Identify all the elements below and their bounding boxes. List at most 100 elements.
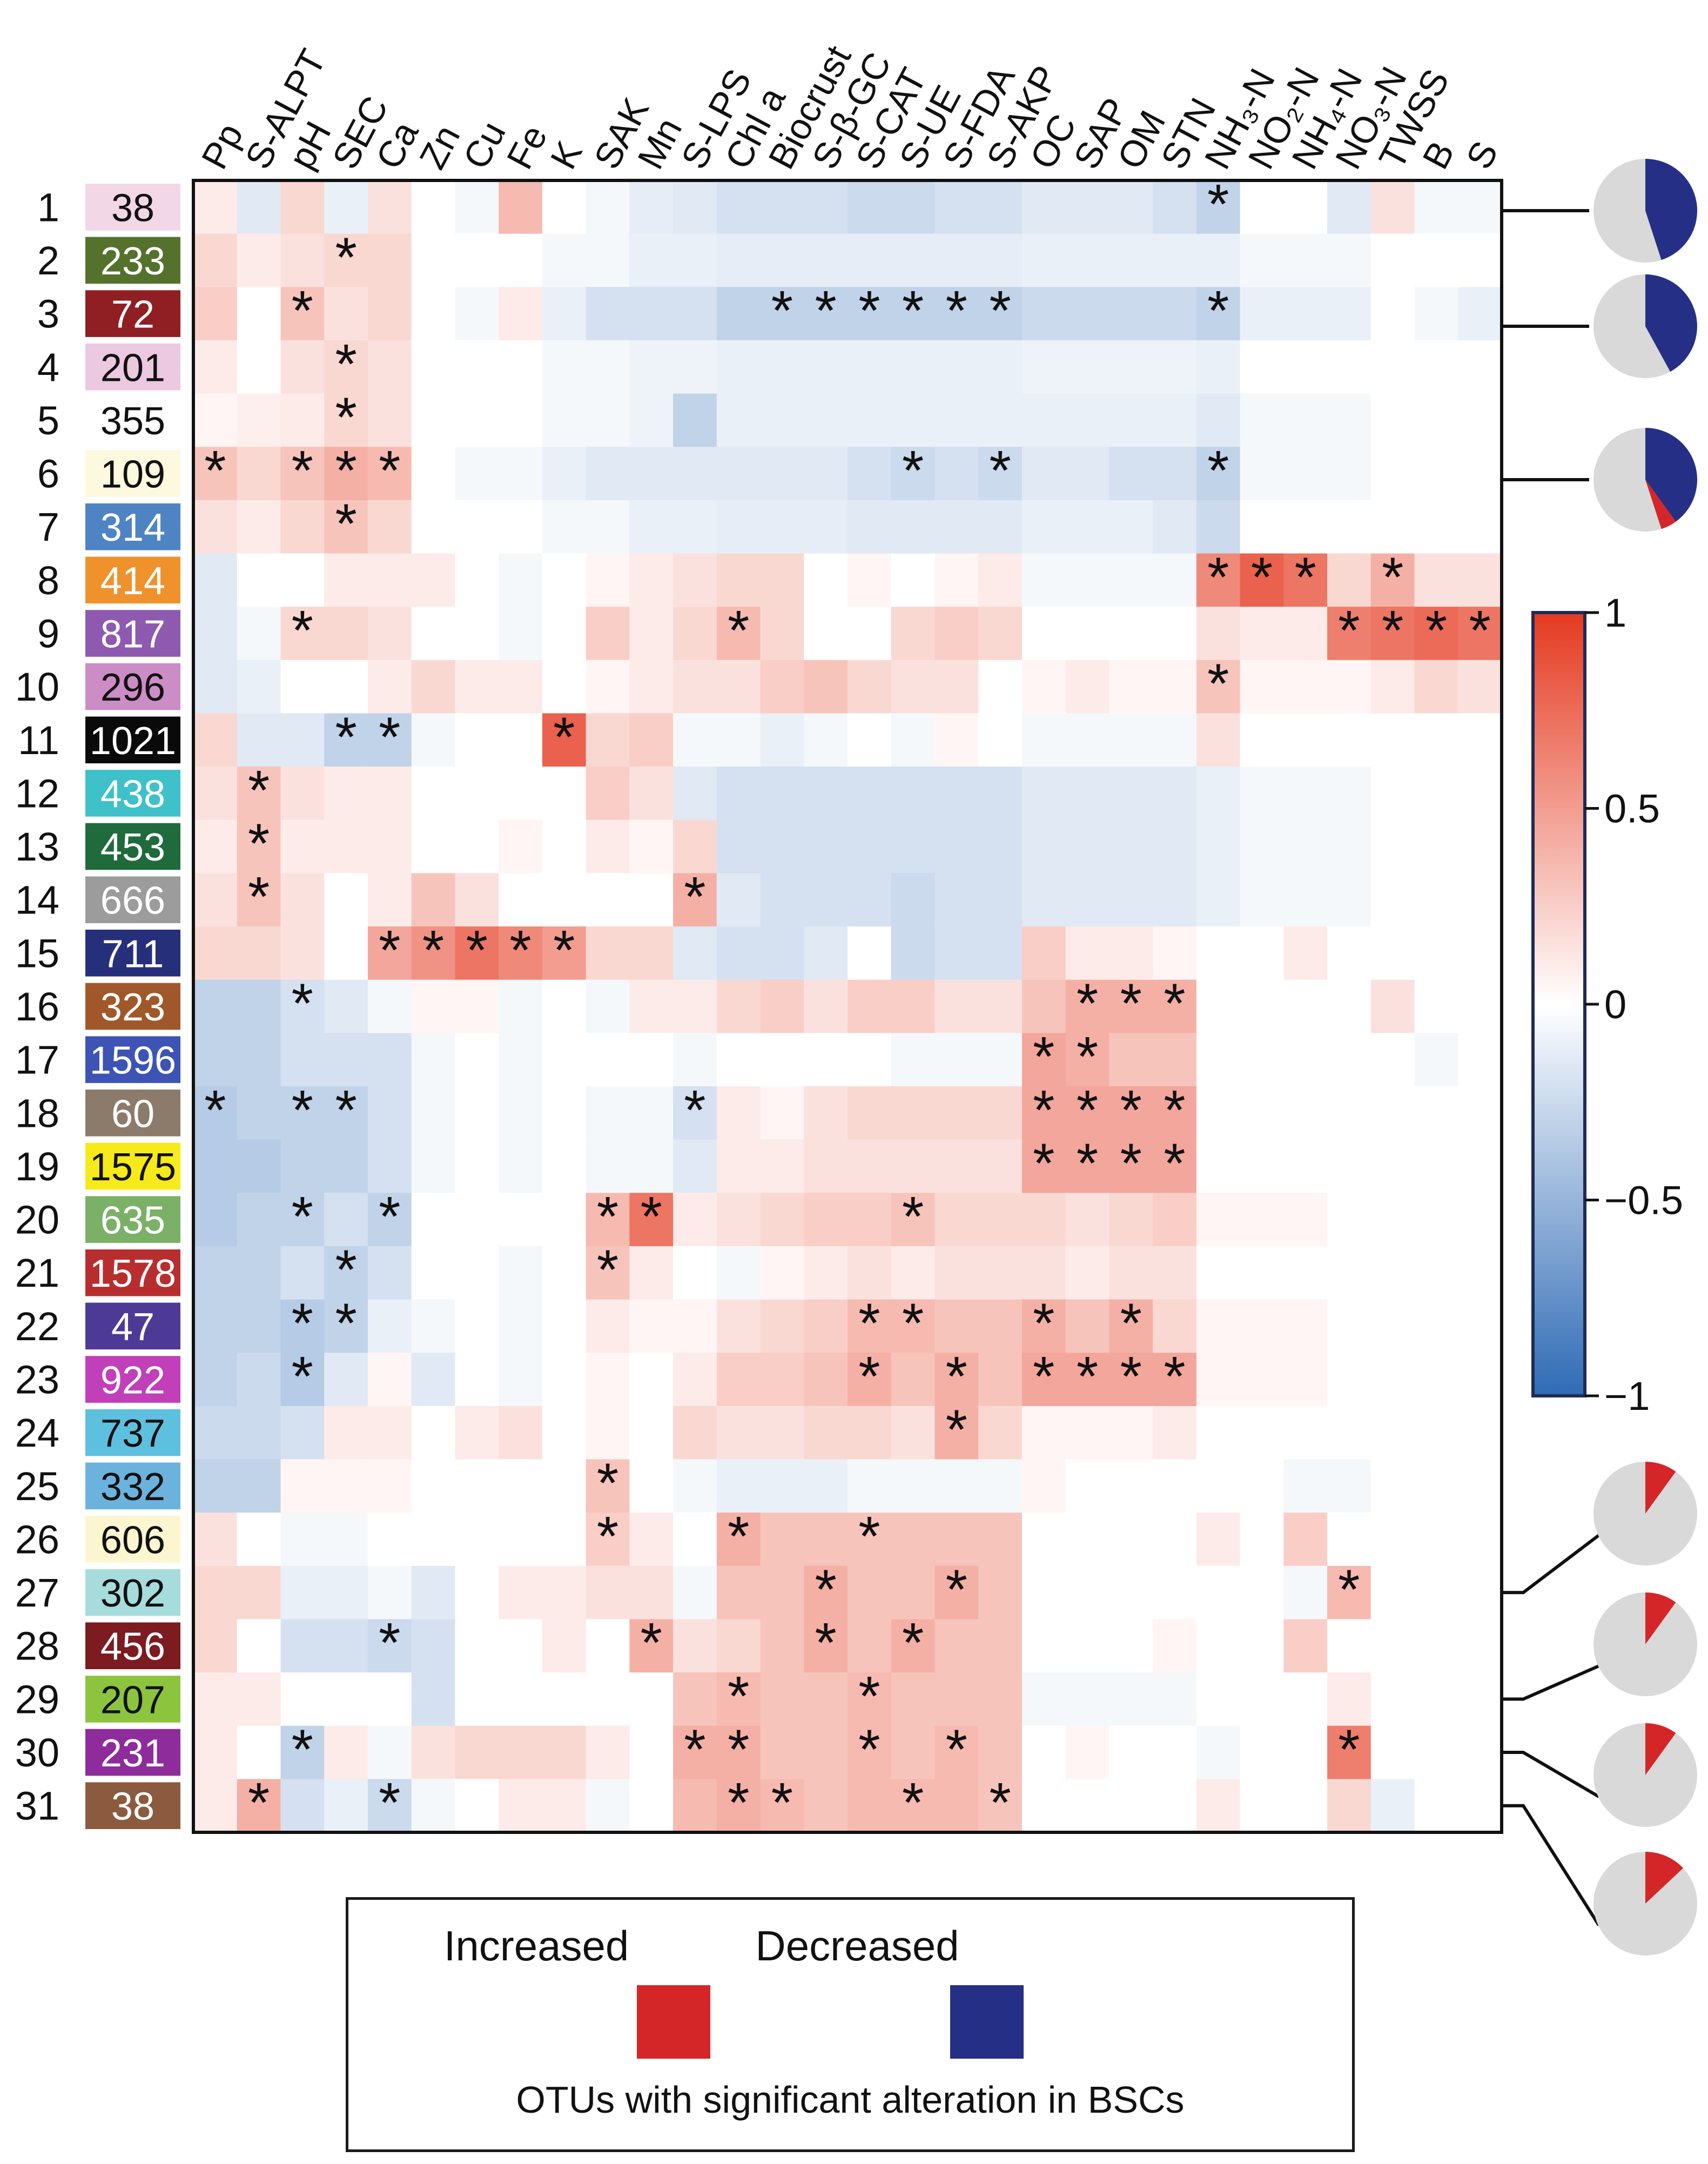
- heatmap-cell: [760, 233, 804, 287]
- heatmap-cell: [280, 767, 325, 821]
- heatmap-cell: [804, 500, 848, 554]
- significance-mark: *: [335, 386, 357, 449]
- heatmap-cell: [1109, 180, 1153, 234]
- heatmap-cell: [237, 1779, 281, 1833]
- heatmap-cell: [237, 979, 281, 1033]
- heatmap-cell: [1153, 926, 1197, 980]
- heatmap-cell: [1153, 1672, 1197, 1726]
- heatmap-cell: [934, 1619, 979, 1673]
- heatmap-cell: [1414, 393, 1458, 447]
- heatmap-cell: [848, 1246, 892, 1300]
- heatmap-cell: [1240, 1565, 1284, 1620]
- pie-slice-decreased: [1645, 274, 1697, 372]
- heatmap-cell: [1153, 553, 1197, 607]
- heatmap-cell: [455, 873, 499, 927]
- heatmap-cell: [1240, 500, 1284, 554]
- heatmap-cell: [367, 1299, 412, 1353]
- significance-mark: *: [1294, 546, 1316, 609]
- heatmap-cell: [978, 1086, 1023, 1140]
- heatmap-cell: [411, 553, 455, 607]
- heatmap-cell: [1196, 1299, 1241, 1353]
- heatmap-cell: [1327, 447, 1371, 501]
- heatmap-cell: [978, 180, 1023, 234]
- heatmap-cell: [1021, 180, 1066, 234]
- heatmap-cell: [934, 1139, 979, 1193]
- row-index-label: 23: [15, 1357, 59, 1402]
- heatmap-cell: [629, 180, 674, 234]
- heatmap-cell: [891, 340, 936, 394]
- heatmap-cell: [1327, 660, 1371, 714]
- heatmap-cell: [367, 500, 412, 554]
- heatmap-cell: [280, 500, 325, 554]
- significance-mark: *: [1382, 600, 1403, 662]
- significance-mark: *: [204, 440, 226, 502]
- heatmap-cell: [760, 447, 804, 501]
- heatmap-cell: [1370, 1193, 1415, 1247]
- heatmap-cell: [673, 340, 717, 394]
- otu-count-label: 737: [100, 1412, 165, 1455]
- heatmap-cell: [542, 1139, 587, 1193]
- heatmap-cell: [1065, 979, 1109, 1033]
- significance-mark: *: [1207, 173, 1229, 236]
- heatmap-cell: [760, 1086, 804, 1140]
- heatmap-cell: [1065, 767, 1109, 821]
- heatmap-cell: [367, 1406, 412, 1460]
- otu-badge: [85, 1090, 180, 1137]
- heatmap-cell: [1370, 1139, 1415, 1193]
- heatmap-cell: [542, 1033, 587, 1087]
- heatmap-cell: [804, 1193, 848, 1247]
- heatmap-cell: [1370, 819, 1415, 873]
- heatmap-cell: [1153, 1565, 1197, 1620]
- heatmap-cell: [1458, 1565, 1502, 1620]
- heatmap-cell: [1109, 1033, 1153, 1087]
- heatmap-cell: [1414, 553, 1458, 607]
- heatmap-cell: [1196, 713, 1241, 767]
- heatmap-cell: [1065, 1672, 1109, 1726]
- heatmap-cell: [760, 1353, 804, 1407]
- otu-count-label: 606: [100, 1519, 165, 1562]
- significance-mark: *: [292, 1346, 313, 1408]
- heatmap-cell: [1327, 607, 1371, 661]
- colorbar: 1 0.5 0 −0.5 −1: [1531, 590, 1683, 1419]
- heatmap-cell: [1370, 1086, 1415, 1140]
- heatmap-cell: [542, 180, 587, 234]
- heatmap-cell: [542, 553, 587, 607]
- heatmap-cell: [455, 393, 499, 447]
- heatmap-cell: [411, 1513, 455, 1567]
- heatmap-cell: [1021, 553, 1066, 607]
- heatmap-cell: [237, 713, 281, 767]
- row-index-label: 6: [37, 452, 59, 496]
- heatmap-cell: [280, 287, 325, 341]
- heatmap-cell: [586, 767, 630, 821]
- heatmap-cell: [1196, 340, 1241, 394]
- heatmap-cell: [1327, 926, 1371, 980]
- heatmap-cell: [1065, 1725, 1109, 1779]
- significance-mark: *: [597, 1239, 618, 1301]
- heatmap-cell: [978, 1619, 1023, 1673]
- heatmap-cell: [716, 1139, 761, 1193]
- heatmap-cell: [804, 1779, 848, 1833]
- heatmap-cell: [1414, 873, 1458, 927]
- significance-mark: *: [946, 1399, 967, 1461]
- heatmap-cell: [891, 713, 936, 767]
- heatmap-cell: [1414, 1672, 1458, 1726]
- heatmap-cell: [1414, 1299, 1458, 1353]
- heatmap-cell: [1327, 233, 1371, 287]
- heatmap-cell: [760, 180, 804, 234]
- heatmap-cell: [934, 393, 979, 447]
- heatmap-cell: [237, 767, 281, 821]
- otu-badge: [85, 184, 180, 231]
- row-index-label: 19: [15, 1144, 59, 1189]
- heatmap-cell: [760, 500, 804, 554]
- heatmap-cell: [1153, 819, 1197, 873]
- heatmap-cell: [1458, 287, 1502, 341]
- heatmap-cell: [629, 607, 674, 661]
- heatmap-cell: [891, 1725, 936, 1779]
- otu-badge: [85, 556, 180, 604]
- otu-badge: [85, 290, 180, 337]
- otu-badge: [85, 876, 180, 923]
- heatmap-cell: [1240, 1406, 1284, 1460]
- significance-mark: *: [728, 1772, 749, 1834]
- heatmap-cell: [1021, 1353, 1066, 1407]
- heatmap-cell: [280, 819, 325, 873]
